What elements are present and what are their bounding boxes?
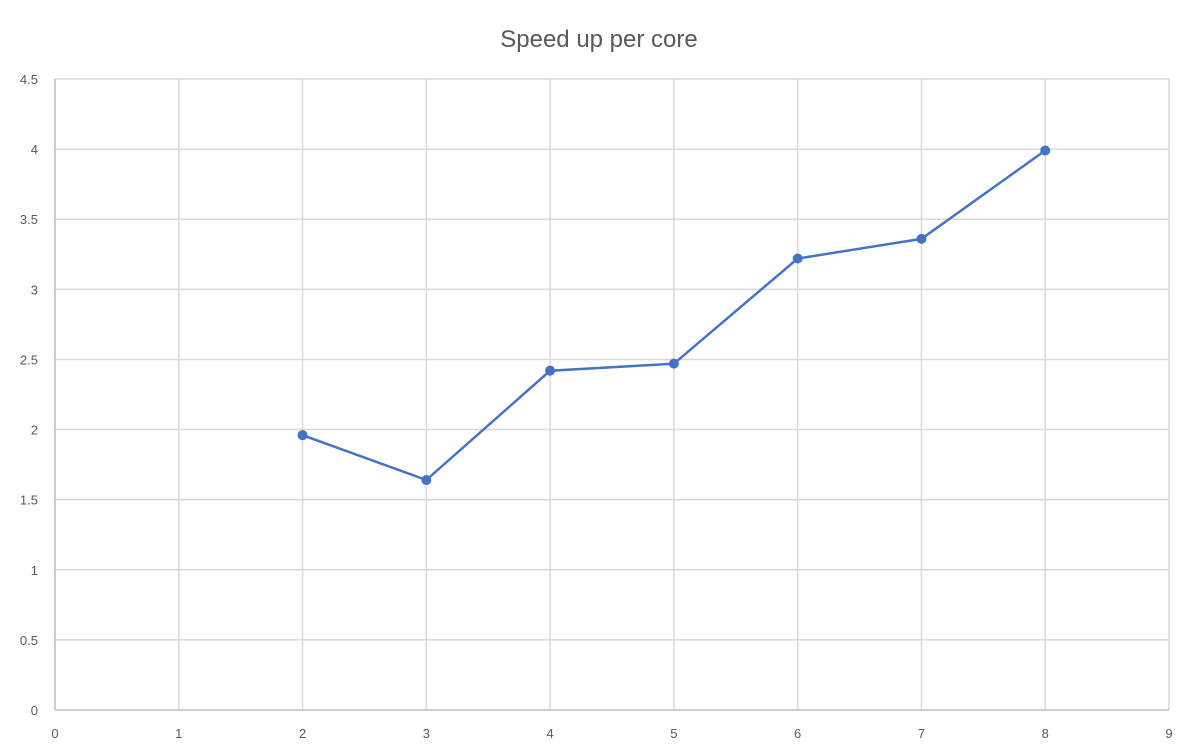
x-tick-label: 5	[670, 726, 677, 741]
horizontal-gridlines	[55, 78, 1169, 641]
x-tick-label: 3	[423, 726, 430, 741]
x-tick-label: 0	[51, 726, 58, 741]
y-tick-label: 4	[31, 142, 38, 157]
data-point	[916, 233, 927, 244]
x-tick-label: 6	[794, 726, 801, 741]
x-axis-tick-labels: 0 1 2 3 4 5 6 7 8 9	[51, 726, 1172, 741]
x-tick-label: 8	[1042, 726, 1049, 741]
data-point	[421, 475, 432, 486]
y-tick-label: 0.5	[20, 633, 38, 648]
series-layer	[297, 145, 1051, 486]
y-axis-tick-labels: 0 0.5 1 1.5 2 2.5 3 3.5 4 4.5	[20, 72, 38, 718]
y-tick-label: 4.5	[20, 72, 38, 87]
data-point	[1040, 145, 1051, 156]
axes	[54, 79, 1169, 711]
data-point	[545, 365, 556, 376]
x-tick-label: 1	[175, 726, 182, 741]
y-tick-label: 3	[31, 282, 38, 297]
x-tick-label: 2	[299, 726, 306, 741]
x-tick-label: 7	[918, 726, 925, 741]
y-tick-label: 2.5	[20, 352, 38, 367]
data-point	[668, 358, 679, 369]
y-tick-label: 1	[31, 563, 38, 578]
data-point	[792, 253, 803, 264]
data-point	[297, 430, 308, 441]
x-tick-label: 9	[1165, 726, 1172, 741]
y-tick-label: 0	[31, 703, 38, 718]
y-tick-label: 3.5	[20, 212, 38, 227]
chart-title: Speed up per core	[500, 26, 697, 53]
vertical-gridlines	[178, 79, 1170, 710]
y-tick-label: 2	[31, 423, 38, 438]
y-tick-label: 1.5	[20, 493, 38, 508]
x-tick-label: 4	[546, 726, 553, 741]
